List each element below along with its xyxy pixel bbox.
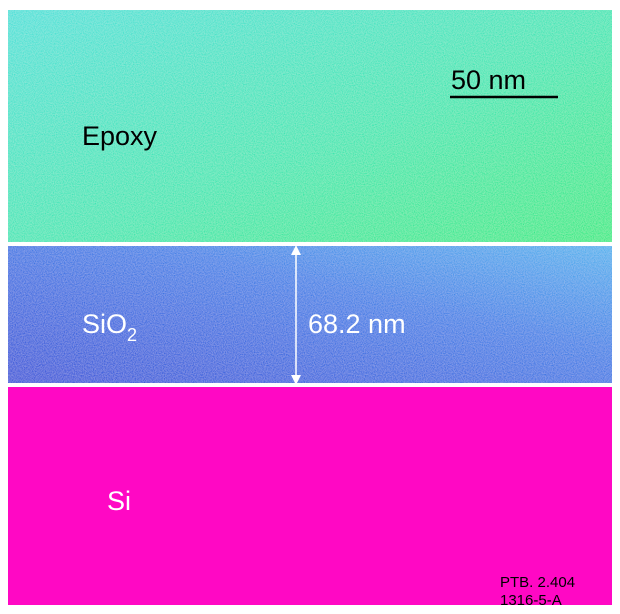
interface-line [8, 383, 612, 387]
layer-label-subscript: 2 [127, 325, 137, 345]
layer-label: Epoxy [82, 121, 158, 151]
footer-line: PTB. 2.404 [500, 574, 575, 591]
tem-image: Epoxy 50 nm SiO2 68.2 nm Si PTB. 2.404 1… [0, 0, 620, 614]
layer-label: Si [107, 486, 131, 516]
interface-line [8, 242, 612, 246]
silicon-layer [8, 387, 612, 605]
scale-bar-label: 50 nm [451, 65, 526, 95]
layer-label-text: SiO [82, 309, 127, 339]
footer-line: 1316-5-A [500, 592, 562, 609]
measurement-label: 68.2 nm [308, 309, 406, 339]
